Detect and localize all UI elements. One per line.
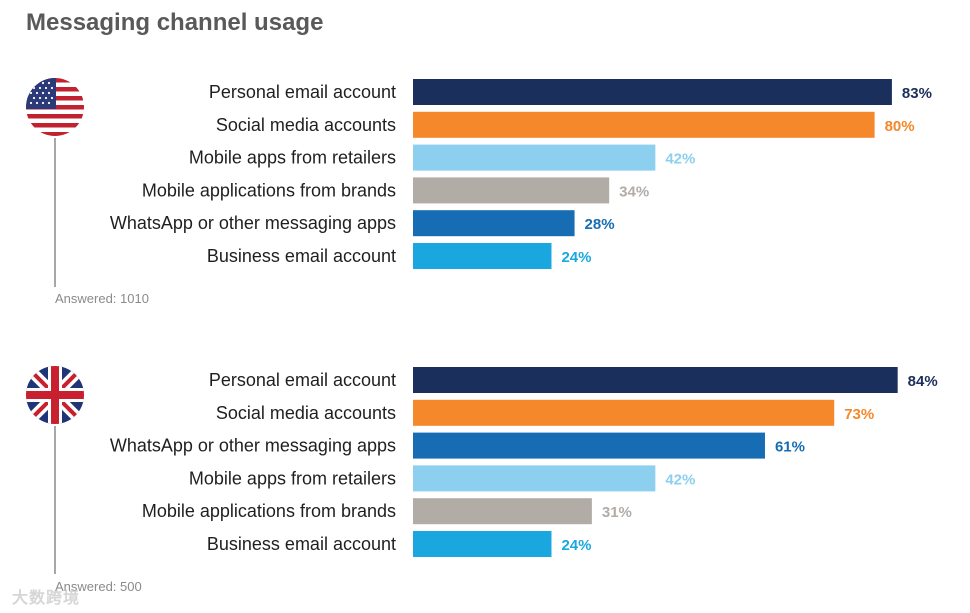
us-value-label: 24% — [561, 249, 591, 266]
us-category-label: Business email account — [207, 246, 396, 266]
uk-bar — [413, 498, 592, 525]
us-value-label: 80% — [885, 118, 915, 135]
chart-title: Messaging channel usage — [26, 9, 324, 36]
us-bar — [413, 210, 575, 237]
uk-bar — [413, 531, 552, 557]
uk-category-label: Mobile apps from retailers — [189, 468, 396, 488]
uk-category-label: Personal email account — [209, 370, 396, 390]
uk-category-label: WhatsApp or other messaging apps — [110, 436, 396, 456]
us-category-label: WhatsApp or other messaging apps — [110, 213, 396, 233]
us-bar — [413, 177, 610, 204]
uk-flag-icon — [26, 366, 84, 424]
us-bar — [413, 111, 875, 138]
uk-bar — [413, 432, 765, 459]
us-value-label: 83% — [902, 85, 932, 102]
uk-value-label: 61% — [775, 439, 805, 456]
us-category-label: Personal email account — [209, 82, 396, 102]
us-flag-icon — [26, 78, 84, 136]
us-answered-note: Answered: 1010 — [55, 291, 149, 306]
uk-bar-group: Personal email account 84% Social media ac… — [110, 367, 938, 557]
uk-category-label: Business email account — [207, 534, 396, 554]
uk-answered-note: Answered: 500 — [55, 579, 142, 594]
uk-bar — [413, 367, 898, 393]
us-value-label: 34% — [619, 183, 649, 200]
us-category-label: Social media accounts — [216, 115, 396, 135]
uk-value-label: 73% — [844, 406, 874, 423]
uk-value-label: 24% — [561, 537, 591, 554]
uk-category-label: Mobile applications from brands — [142, 501, 396, 521]
uk-value-label: 42% — [665, 471, 695, 488]
us-value-label: 28% — [585, 216, 615, 233]
uk-category-label: Social media accounts — [216, 403, 396, 423]
watermark-text: 大数跨境 — [12, 590, 81, 607]
us-bar-group: Personal email account 83% Social media ac… — [110, 79, 932, 269]
us-category-label: Mobile apps from retailers — [189, 148, 396, 168]
uk-value-label: 84% — [908, 373, 938, 390]
us-bar — [413, 79, 892, 105]
us-value-label: 42% — [665, 151, 695, 168]
uk-value-label: 31% — [602, 504, 632, 521]
us-category-label: Mobile applications from brands — [142, 180, 396, 200]
uk-bar — [413, 465, 656, 492]
uk-bar — [413, 399, 835, 426]
us-bar — [413, 243, 552, 269]
us-bar — [413, 144, 656, 171]
